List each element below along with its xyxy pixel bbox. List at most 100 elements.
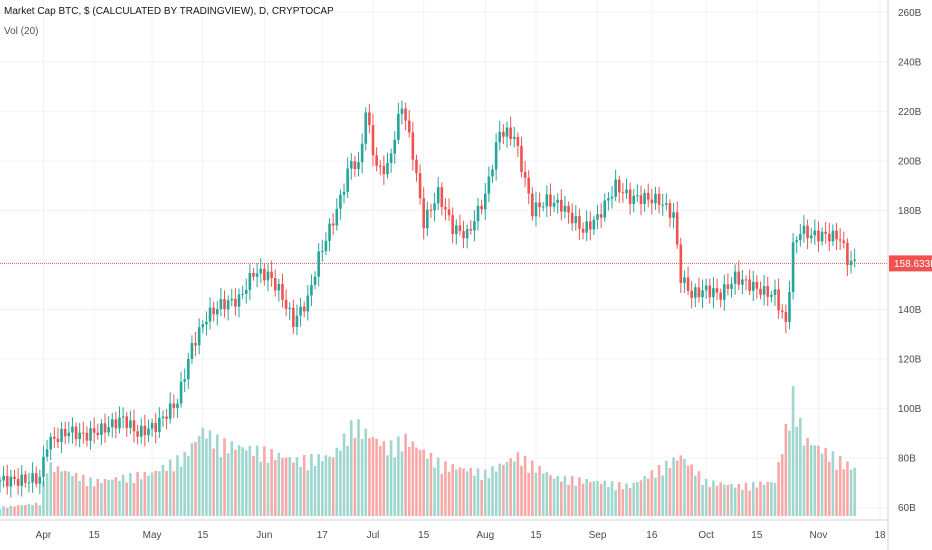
- candle-body: [621, 192, 625, 194]
- candle-body: [737, 271, 741, 285]
- candle-body: [683, 277, 686, 283]
- candle-body: [788, 291, 791, 322]
- candle-body: [342, 191, 346, 195]
- volume-bar: [415, 447, 418, 516]
- volume-bar: [661, 475, 665, 516]
- volume-bar: [824, 447, 827, 516]
- candle-body: [299, 306, 302, 316]
- volume-bar: [679, 455, 683, 516]
- candle-body: [393, 139, 397, 154]
- volume-bar: [205, 438, 208, 516]
- volume-bar: [770, 481, 773, 516]
- candle-body: [339, 194, 342, 209]
- x-tick-label: 15: [418, 530, 430, 541]
- volume-bar: [802, 445, 806, 516]
- volume-bar: [534, 472, 538, 516]
- volume-bar: [34, 502, 38, 516]
- volume-bar: [842, 469, 846, 516]
- candle-body: [476, 205, 480, 222]
- volume-bar: [675, 460, 679, 516]
- x-tick-label: Aug: [476, 530, 494, 541]
- volume-bar: [129, 473, 132, 516]
- volume-bar: [549, 475, 552, 516]
- candle-body: [817, 230, 820, 242]
- volume-bar: [103, 478, 107, 516]
- x-tick-label: Jul: [367, 530, 380, 541]
- volume-bar: [270, 449, 273, 516]
- candle-body: [237, 294, 241, 307]
- candle-body: [596, 214, 599, 220]
- candle-body: [473, 221, 476, 231]
- candle-body: [574, 216, 578, 224]
- candle-body: [538, 202, 541, 208]
- volume-bar: [505, 462, 509, 516]
- volume-bar: [599, 484, 603, 516]
- volume-bar: [502, 464, 505, 516]
- candle-body: [636, 195, 639, 197]
- volume-bar: [295, 456, 299, 516]
- y-tick-label: 100B: [898, 404, 922, 415]
- x-tick-label: 15: [530, 530, 542, 541]
- volume-bar: [306, 470, 310, 516]
- volume-bar: [741, 489, 744, 516]
- volume-bar: [313, 465, 317, 516]
- volume-bar: [255, 445, 259, 516]
- candle-body: [386, 162, 389, 175]
- volume-bar: [560, 481, 563, 516]
- candle-body: [85, 432, 89, 441]
- volume-bar: [9, 505, 13, 516]
- volume-bar: [172, 471, 176, 516]
- candle-body: [418, 173, 422, 199]
- candle-body: [346, 168, 349, 192]
- candle-body: [277, 284, 281, 291]
- candle-body: [715, 288, 719, 293]
- volume-bar: [288, 457, 292, 516]
- candle-body: [802, 225, 806, 234]
- volume-bar: [614, 490, 617, 516]
- volume-bar: [755, 487, 759, 516]
- candle-body: [628, 189, 632, 204]
- candle-body: [324, 240, 328, 252]
- volume-bar: [827, 461, 831, 516]
- candle-body: [777, 289, 780, 311]
- volume-bar: [831, 451, 835, 516]
- volume-bar: [100, 483, 103, 516]
- volume-bar: [342, 433, 346, 516]
- volume-bar: [197, 436, 201, 516]
- candle-body: [5, 475, 9, 487]
- volume-bar: [665, 460, 668, 516]
- volume-bar: [45, 473, 49, 516]
- volume-bar: [63, 470, 67, 516]
- volume-bar: [0, 509, 2, 516]
- candle-body: [842, 240, 846, 243]
- candle-body: [2, 475, 5, 481]
- candle-body: [81, 432, 85, 434]
- candle-body: [556, 199, 559, 203]
- candle-body: [168, 403, 172, 419]
- candle-body: [505, 127, 509, 137]
- volume-bar: [226, 453, 230, 516]
- candle-body: [581, 228, 585, 233]
- candle-body: [531, 193, 534, 217]
- volume-bar: [143, 471, 147, 516]
- volume-bar: [71, 475, 74, 516]
- volume-bar: [668, 468, 672, 516]
- volume-bar: [494, 471, 498, 516]
- volume-bar: [92, 486, 96, 516]
- candle-body: [592, 219, 596, 230]
- volume-bar: [483, 469, 487, 516]
- volume-bar: [512, 461, 516, 516]
- volume-bar: [708, 487, 712, 516]
- volume-bar: [27, 503, 31, 516]
- candle-body: [60, 428, 63, 442]
- volume-bar: [672, 457, 675, 516]
- volume-bar: [458, 467, 462, 516]
- volume-bar: [281, 458, 284, 516]
- volume-bar: [357, 419, 360, 516]
- candle-body: [512, 136, 516, 140]
- candle-body: [719, 292, 722, 300]
- candle-body: [498, 131, 502, 143]
- volume-bar: [349, 420, 353, 516]
